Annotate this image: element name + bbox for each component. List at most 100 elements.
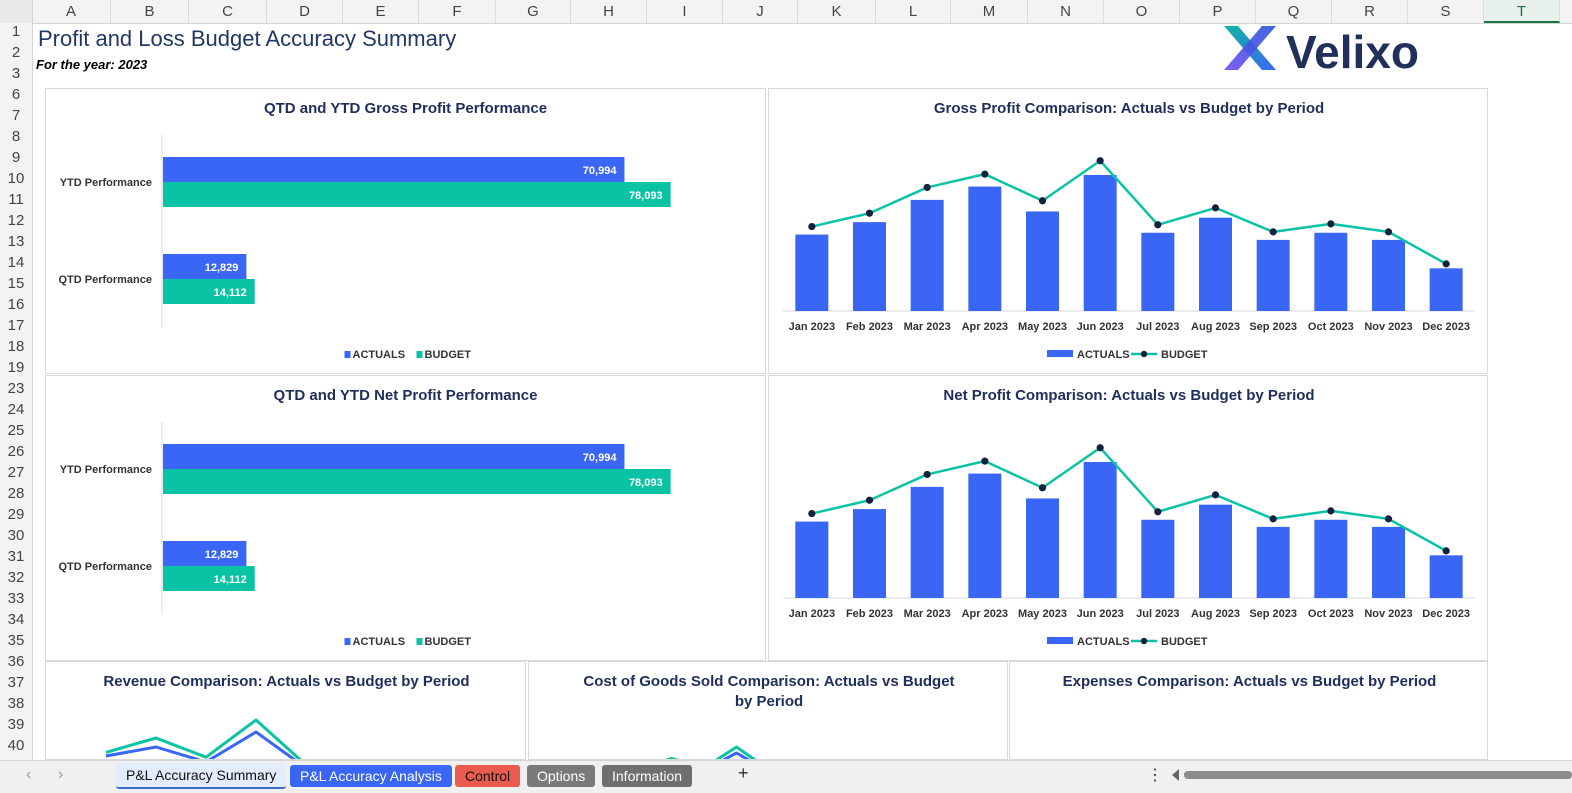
row-header-15[interactable]: 15 [7, 275, 25, 292]
column-header-o[interactable]: O [1104, 0, 1180, 23]
row-header-36[interactable]: 36 [7, 653, 25, 670]
x-tick-label: Jul 2023 [1136, 321, 1179, 333]
row-header-41[interactable]: 41 [0, 756, 32, 760]
row-header-9[interactable]: 9 [11, 149, 21, 166]
row-header-31[interactable]: 31 [7, 548, 25, 565]
row-header-26[interactable]: 26 [7, 443, 25, 460]
column-header-s[interactable]: S [1408, 0, 1484, 23]
budget-point [1442, 260, 1450, 268]
row-header-32[interactable]: 32 [7, 569, 25, 586]
more-options-icon[interactable]: ⋮ [1147, 767, 1163, 784]
page-title: Profit and Loss Budget Accuracy Summary [38, 26, 457, 51]
row-header-38[interactable]: 38 [7, 695, 25, 712]
chart-legend: ACTUALS BUDGET [1047, 349, 1208, 361]
select-all-corner[interactable] [0, 0, 33, 23]
x-tick-label: Sep 2023 [1249, 608, 1297, 620]
column-header-n[interactable]: N [1028, 0, 1104, 23]
row-header-29[interactable]: 29 [7, 506, 25, 523]
bar-actuals [910, 486, 944, 598]
chart-panel-cogs-comparison[interactable]: Cost of Goods Sold Comparison: Actuals v… [528, 661, 1008, 760]
column-header-q[interactable]: Q [1256, 0, 1332, 23]
chart-cogs-comparison: Cost of Goods Sold Comparison: Actuals v… [583, 673, 955, 759]
chart-panel-qtd-ytd-net[interactable]: QTD and YTD Net Profit Performance YTD Pe… [45, 375, 766, 661]
tab-control[interactable]: Control [455, 765, 521, 787]
column-header-r[interactable]: R [1332, 0, 1408, 23]
row-header-7[interactable]: 7 [11, 107, 21, 124]
prev-sheet-icon[interactable]: ‹ [26, 766, 32, 783]
column-header-a[interactable]: A [32, 0, 111, 23]
row-header-40[interactable]: 40 [7, 737, 25, 754]
column-header-c[interactable]: C [189, 0, 267, 23]
row-header-2[interactable]: 2 [11, 44, 21, 61]
column-header-t[interactable]: T [1484, 0, 1560, 23]
column-header-k[interactable]: K [798, 0, 876, 23]
row-header-24[interactable]: 24 [7, 401, 25, 418]
column-header-e[interactable]: E [343, 0, 419, 23]
bar-actuals [1026, 498, 1059, 598]
scrollbar-thumb[interactable] [1184, 771, 1572, 779]
legend-budget-label: BUDGET [1161, 349, 1208, 361]
data-label: 14,112 [214, 287, 247, 299]
column-header-j[interactable]: J [723, 0, 798, 23]
row-header-18[interactable]: 18 [7, 338, 25, 355]
category-label: YTD Performance [60, 464, 152, 476]
chart-panel-qtd-ytd-gross[interactable]: QTD and YTD Gross Profit Performance YTD … [45, 88, 766, 374]
row-header-34[interactable]: 34 [7, 611, 25, 628]
tab-pl-accuracy-analysis[interactable]: P&L Accuracy Analysis [290, 765, 452, 787]
row-header-17[interactable]: 17 [7, 317, 25, 334]
bar-actuals [968, 186, 1002, 311]
chart-panel-expenses-comparison[interactable]: Expenses Comparison: Actuals vs Budget b… [1009, 661, 1488, 760]
row-header-30[interactable]: 30 [7, 527, 25, 544]
row-header-33[interactable]: 33 [7, 590, 25, 607]
column-header-b[interactable]: B [111, 0, 189, 23]
column-header-g[interactable]: G [496, 0, 571, 23]
data-label: 78,093 [629, 477, 663, 489]
row-header-6[interactable]: 6 [11, 86, 21, 103]
tab-pl-accuracy-summary[interactable]: P&L Accuracy Summary [116, 763, 287, 789]
scroll-left-icon[interactable] [1172, 769, 1179, 781]
legend-budget-marker [1140, 637, 1148, 645]
row-header-19[interactable]: 19 [7, 359, 25, 376]
chart-panel-revenue-comparison[interactable]: Revenue Comparison: Actuals vs Budget by… [45, 661, 526, 760]
chart-panel-net-comparison[interactable]: Net Profit Comparison: Actuals vs Budget… [768, 375, 1488, 661]
row-header-25[interactable]: 25 [7, 422, 25, 439]
row-header-8[interactable]: 8 [11, 128, 21, 145]
x-tick-label: Jul 2023 [1136, 608, 1179, 620]
add-sheet-button[interactable]: + [738, 763, 749, 783]
chart-legend: ACTUALS BUDGET [344, 349, 471, 361]
row-header-10[interactable]: 10 [7, 170, 25, 187]
x-tick-label: Nov 2023 [1364, 321, 1412, 333]
row-header-27[interactable]: 27 [7, 464, 25, 481]
row-header-28[interactable]: 28 [7, 485, 25, 502]
row-header-37[interactable]: 37 [7, 674, 25, 691]
column-header-p[interactable]: P [1180, 0, 1256, 23]
budget-point [1384, 515, 1393, 523]
horizontal-scrollbar[interactable] [1172, 769, 1572, 781]
column-header-d[interactable]: D [267, 0, 343, 23]
column-header-i[interactable]: I [647, 0, 723, 23]
row-header-12[interactable]: 12 [7, 212, 25, 229]
tab-information[interactable]: Information [602, 765, 693, 787]
actuals-line [105, 730, 297, 759]
column-header-m[interactable]: M [951, 0, 1028, 23]
row-header-1[interactable]: 1 [11, 23, 21, 40]
row-header-11[interactable]: 11 [8, 191, 24, 208]
next-sheet-icon[interactable]: › [58, 766, 64, 783]
bar-actuals [1199, 504, 1232, 598]
budget-line [811, 446, 1447, 552]
tab-options[interactable]: Options [527, 765, 596, 787]
row-header-23[interactable]: 23 [7, 380, 25, 397]
column-header-l[interactable]: L [876, 0, 951, 23]
row-header-14[interactable]: 14 [7, 254, 25, 271]
row-header-13[interactable]: 13 [7, 233, 25, 250]
row-header-35[interactable]: 35 [7, 632, 25, 649]
row-header-39[interactable]: 39 [7, 716, 25, 733]
column-header-h[interactable]: H [571, 0, 647, 23]
row-header-3[interactable]: 3 [11, 65, 21, 82]
bar-budget [163, 182, 671, 207]
row-header-16[interactable]: 16 [7, 296, 25, 313]
chart-panel-gross-comparison[interactable]: Gross Profit Comparison: Actuals vs Budg… [768, 88, 1488, 374]
budget-point [1038, 197, 1047, 205]
column-header-f[interactable]: F [419, 0, 496, 23]
